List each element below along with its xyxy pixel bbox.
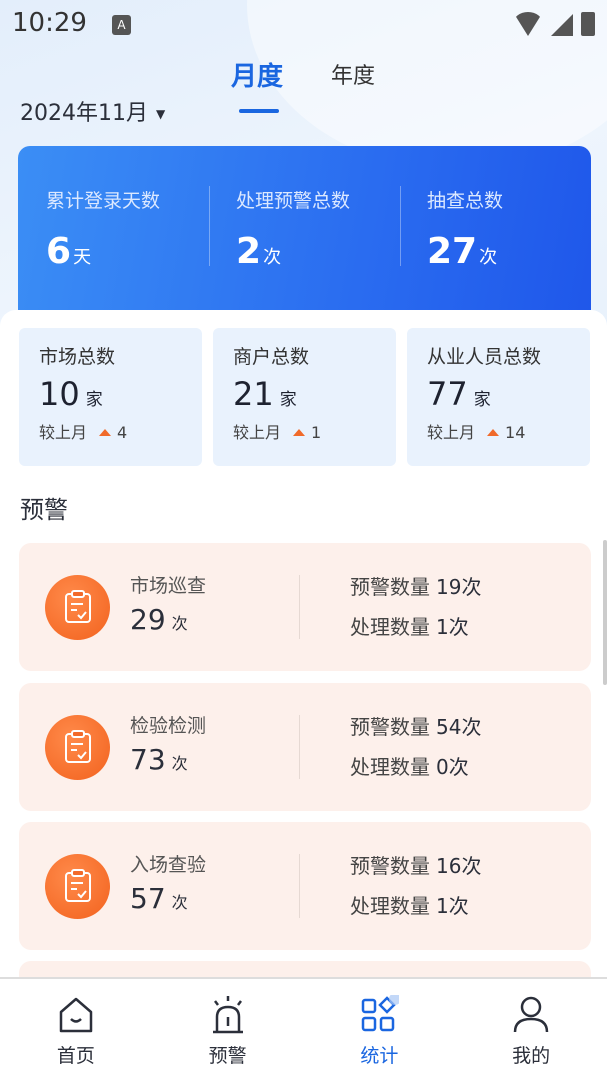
active-tab-indicator bbox=[239, 109, 279, 113]
handle-label: 处理数量 bbox=[350, 894, 430, 918]
nav-label: 首页 bbox=[56, 1045, 95, 1067]
summary-unit: 天 bbox=[73, 247, 92, 268]
divider bbox=[299, 854, 300, 918]
divider bbox=[299, 715, 300, 779]
warning-card[interactable]: 市场巡查 29 次 预警数量 19次 处理数量 1次 bbox=[19, 543, 591, 671]
warn-value: 54次 bbox=[436, 715, 482, 739]
section-title: 预警 bbox=[20, 496, 68, 524]
clipboard-icon bbox=[45, 854, 110, 919]
warn-value: 16次 bbox=[436, 854, 482, 878]
warning-count: 57 bbox=[130, 882, 166, 915]
nav-home[interactable]: 首页 bbox=[0, 979, 152, 1080]
warning-count: 29 bbox=[130, 603, 166, 636]
stat-card-staff[interactable]: 从业人员总数 77 家较上月 14 bbox=[407, 328, 590, 466]
warn-label: 预警数量 bbox=[350, 575, 430, 599]
up-arrow-icon bbox=[487, 429, 500, 436]
home-icon bbox=[59, 997, 93, 1033]
stat-label: 从业人员总数 bbox=[427, 346, 542, 368]
divider bbox=[400, 186, 401, 266]
handle-value: 1次 bbox=[436, 894, 469, 918]
change-value: 1 bbox=[311, 423, 322, 442]
warning-unit: 次 bbox=[171, 754, 188, 773]
clipboard-icon bbox=[45, 715, 110, 780]
summary-label: 累计登录天数 bbox=[46, 190, 161, 212]
stat-card-markets[interactable]: 市场总数 10 家较上月 4 bbox=[19, 328, 202, 466]
stat-label: 市场总数 bbox=[39, 346, 116, 368]
stat-value: 10 bbox=[39, 375, 80, 413]
clock: 10:29 bbox=[12, 8, 87, 38]
warning-unit: 次 bbox=[171, 893, 188, 912]
stat-unit: 家 bbox=[279, 390, 297, 410]
handle-value: 1次 bbox=[436, 615, 469, 639]
summary-unit: 次 bbox=[263, 247, 282, 268]
change-value: 14 bbox=[505, 423, 526, 442]
warn-value: 19次 bbox=[436, 575, 482, 599]
compare-label: 较上月 bbox=[39, 423, 88, 442]
summary-inspections: 抽查总数 27 次 bbox=[427, 186, 607, 272]
stats-row: 市场总数 10 家较上月 4 商户总数 21 家较上月 1 从业人员总数 77 家较上月 14 bbox=[19, 328, 590, 466]
warning-name: 入场查验 bbox=[130, 854, 207, 876]
handle-label: 处理数量 bbox=[350, 615, 430, 639]
tab-yearly[interactable]: 年度 bbox=[331, 64, 376, 89]
summary-value: 2 bbox=[236, 231, 262, 272]
warning-count: 73 bbox=[130, 743, 166, 776]
stat-card-merchants[interactable]: 商户总数 21 家较上月 1 bbox=[213, 328, 396, 466]
nav-stats[interactable]: 统计 bbox=[304, 979, 456, 1080]
summary-label: 处理预警总数 bbox=[236, 190, 351, 212]
divider bbox=[299, 575, 300, 639]
stat-value: 21 bbox=[233, 375, 274, 413]
stat-unit: 家 bbox=[473, 390, 491, 410]
month-picker[interactable]: 2024年11月 ▼ bbox=[20, 95, 165, 127]
summary-unit: 次 bbox=[479, 247, 498, 268]
up-arrow-icon bbox=[99, 429, 112, 436]
nav-alerts[interactable]: 预警 bbox=[152, 979, 304, 1080]
status-bar: 10:29 A bbox=[0, 0, 607, 50]
month-value: 2024年11月 bbox=[20, 101, 148, 126]
summary-label: 抽查总数 bbox=[427, 190, 504, 212]
wifi-icon bbox=[513, 12, 543, 36]
notification-icon: A bbox=[112, 15, 131, 35]
warn-label: 预警数量 bbox=[350, 715, 430, 739]
nav-profile[interactable]: 我的 bbox=[455, 979, 607, 1080]
battery-icon bbox=[581, 12, 595, 36]
warning-unit: 次 bbox=[171, 614, 188, 633]
warn-label: 预警数量 bbox=[350, 854, 430, 878]
bottom-nav: 首页 预警 统计 我的 bbox=[0, 977, 607, 1080]
alarm-icon bbox=[212, 996, 243, 1034]
summary-value: 6 bbox=[46, 231, 72, 272]
caret-down-icon: ▼ bbox=[155, 107, 166, 121]
stat-value: 77 bbox=[427, 375, 468, 413]
warning-card[interactable]: 检验检测 73 次 预警数量 54次 处理数量 0次 bbox=[19, 683, 591, 811]
warning-name: 检验检测 bbox=[130, 715, 207, 737]
stat-unit: 家 bbox=[85, 390, 103, 410]
grid-icon bbox=[362, 995, 400, 1032]
user-icon bbox=[513, 996, 549, 1033]
handle-value: 0次 bbox=[436, 755, 469, 779]
summary-login-days: 累计登录天数 6 天 bbox=[46, 186, 236, 272]
summary-value: 27 bbox=[427, 231, 478, 272]
signal-icon bbox=[551, 14, 573, 36]
summary-card: 累计登录天数 6 天 处理预警总数 2 次 抽查总数 27 次 bbox=[18, 146, 591, 336]
stat-label: 商户总数 bbox=[233, 346, 310, 368]
nav-label: 我的 bbox=[512, 1045, 551, 1067]
scrollbar[interactable] bbox=[603, 540, 607, 685]
clipboard-icon bbox=[45, 575, 110, 640]
change-value: 4 bbox=[117, 423, 128, 442]
tab-monthly[interactable]: 月度 bbox=[231, 62, 284, 92]
nav-label: 预警 bbox=[208, 1045, 247, 1067]
compare-label: 较上月 bbox=[427, 423, 476, 442]
handle-label: 处理数量 bbox=[350, 755, 430, 779]
compare-label: 较上月 bbox=[233, 423, 282, 442]
warning-card[interactable]: 入场查验 57 次 预警数量 16次 处理数量 1次 bbox=[19, 822, 591, 950]
nav-label: 统计 bbox=[360, 1045, 399, 1067]
up-arrow-icon bbox=[293, 429, 306, 436]
summary-warnings-handled: 处理预警总数 2 次 bbox=[236, 186, 426, 272]
warning-name: 市场巡查 bbox=[130, 575, 207, 597]
divider bbox=[209, 186, 210, 266]
